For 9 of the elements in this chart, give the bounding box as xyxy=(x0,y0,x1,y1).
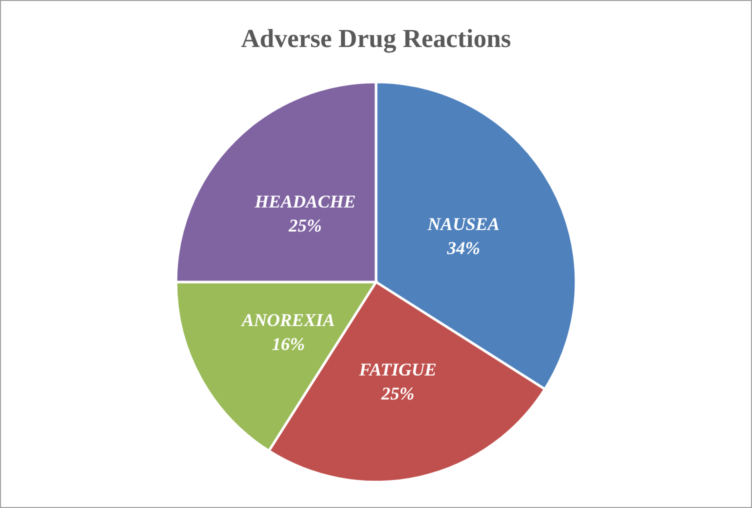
slice-label: FATIGUE xyxy=(358,360,436,380)
data-label: 25% xyxy=(380,384,414,404)
data-label: 16% xyxy=(272,334,305,354)
data-label: 34% xyxy=(446,238,480,258)
chart-title: Adverse Drug Reactions xyxy=(240,24,512,53)
slice-label: HEADACHE xyxy=(254,191,356,212)
slice-label: ANOREXIA xyxy=(240,310,335,330)
slice-label: NAUSEA xyxy=(426,214,500,234)
data-label: 25% xyxy=(288,215,322,236)
